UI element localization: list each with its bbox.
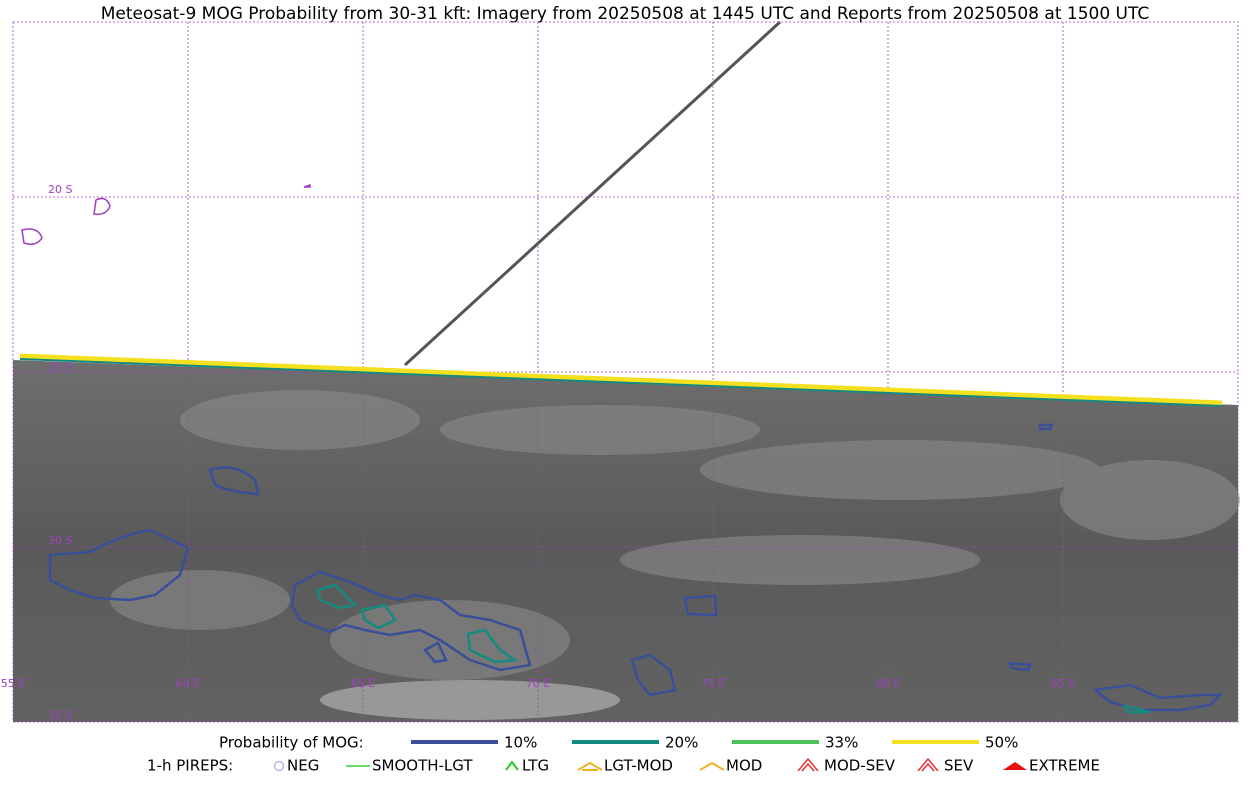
legend-label: SEV <box>944 757 974 775</box>
lat-label: 30 S <box>48 534 72 547</box>
legend-label: LTG <box>522 757 549 775</box>
lon-label: 85 E <box>1051 677 1075 690</box>
cloud-patches <box>110 390 1240 720</box>
legend-label: SMOOTH-LGT <box>372 757 473 775</box>
symbol <box>577 761 603 771</box>
symbol <box>917 757 939 772</box>
symbol <box>273 760 285 772</box>
pirep-symbol <box>577 761 603 771</box>
legend: Probability of MOG: 10% 20% 33% 50% 1-h PIREP… <box>147 734 1100 775</box>
legend-label: 50% <box>985 734 1018 752</box>
pirep-symbol <box>505 760 519 771</box>
legend-label: 20% <box>665 734 698 752</box>
pirep-symbol <box>917 757 939 772</box>
legend-title: 1-h PIREPS: <box>147 757 233 775</box>
longitude-labels: 55 E 60 E 65 E 70 E 75 E 80 E 85 E <box>1 677 1075 690</box>
symbol <box>505 760 519 771</box>
lon-label: 70 E <box>526 677 550 690</box>
mog-20-contours <box>316 583 1151 714</box>
pirep-symbol <box>1003 762 1027 770</box>
lon-label: 60 E <box>176 677 200 690</box>
imagery-edge <box>19 353 1223 407</box>
lon-label: 65 E <box>351 677 375 690</box>
lat-label: 35 S <box>48 709 72 722</box>
lat-label: 20 S <box>48 183 72 196</box>
graticule <box>12 21 1239 723</box>
legend-label: LGT-MOD <box>604 757 673 775</box>
pirep-symbol <box>797 757 819 772</box>
scan-line <box>403 20 782 367</box>
lon-label: 80 E <box>876 677 900 690</box>
coastlines <box>21 183 311 245</box>
lat-label: 25 S <box>48 361 72 374</box>
latitude-labels: 20 S 25 S 30 S 35 S <box>48 183 72 722</box>
legend-title: Probability of MOG: <box>219 734 364 752</box>
legend-label: NEG <box>287 757 319 775</box>
lon-label: 75 E <box>701 677 725 690</box>
pirep-symbol <box>273 760 285 772</box>
legend-label: MOD <box>726 757 762 775</box>
legend-label: MOD-SEV <box>824 757 896 775</box>
pirep-symbol <box>699 761 725 771</box>
title: Meteosat-9 MOG Probability from 30-31 kf… <box>101 4 1150 24</box>
legend-label: 33% <box>825 734 858 752</box>
lon-label: 55 E <box>1 677 25 690</box>
symbol <box>699 761 725 771</box>
symbol <box>1003 762 1027 770</box>
legend-label: EXTREME <box>1029 757 1100 775</box>
legend-label: 10% <box>504 734 537 752</box>
symbol <box>797 757 819 772</box>
